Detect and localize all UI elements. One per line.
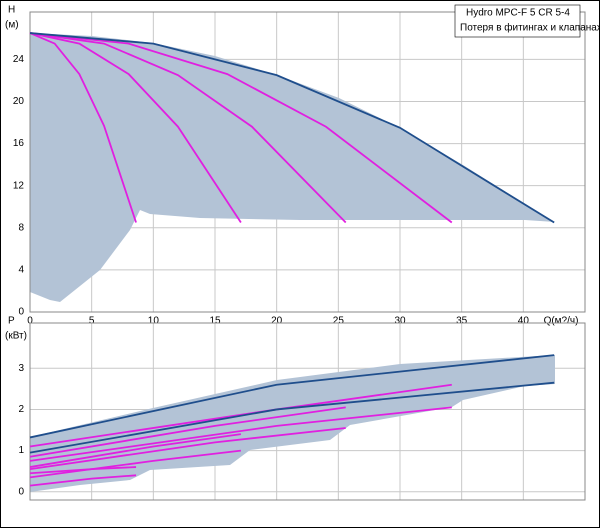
y-tick-label: 4	[18, 265, 24, 276]
y-axis-label: P	[8, 316, 15, 327]
x-tick-label: 5	[89, 316, 95, 327]
plot-frame	[29, 11, 586, 313]
y-axis-label: (м)	[5, 20, 19, 31]
curve	[29, 406, 452, 462]
head-chart: 0 4 8 12 16 20 24 0 5 10 15 20 25 30 35 40 Q(м?/ч) H (м)	[5, 5, 586, 327]
y-tick-label: 2	[18, 404, 24, 415]
x-tick-label: 40	[518, 316, 530, 327]
curve	[29, 32, 555, 224]
power-chart: 0 1 2 3 P (кВт)	[5, 316, 586, 501]
x-tick-label: 20	[271, 316, 283, 327]
legend-title: Hydro MPC-F 5 CR 5-4	[466, 8, 570, 19]
legend-box	[454, 4, 581, 38]
curve	[29, 381, 555, 454]
curve	[29, 427, 346, 471]
curve	[29, 354, 555, 439]
y-tick-label: 16	[13, 138, 25, 149]
curve	[29, 32, 137, 223]
y-tick-label: 0	[18, 486, 24, 497]
y-tick-label: 1	[18, 445, 24, 456]
y-tick-label: 0	[18, 307, 24, 318]
curve	[29, 32, 347, 224]
y-tick-label: 24	[13, 54, 25, 65]
curve	[29, 433, 242, 468]
y-axis-label: (кВт)	[5, 331, 27, 342]
curve	[29, 406, 346, 458]
y-tick-label: 20	[13, 96, 25, 107]
y-tick-label: 8	[18, 222, 24, 233]
curve	[29, 32, 453, 224]
curve	[29, 474, 137, 487]
y-tick-label: 3	[18, 363, 24, 374]
x-tick-label: 25	[333, 316, 345, 327]
x-tick-label: 15	[209, 316, 221, 327]
x-tick-label: 35	[456, 316, 468, 327]
curve	[29, 449, 242, 479]
plot-frame	[29, 322, 586, 501]
legend-note: Потеря в фитингах и клапанах	[460, 22, 600, 34]
x-axis-label: Q(м?/ч)	[544, 316, 579, 327]
x-tick-label: 30	[394, 316, 406, 327]
x-tick-label: 10	[148, 316, 160, 327]
y-axis-label: H	[8, 5, 15, 16]
curve	[29, 32, 242, 224]
x-tick-label: 0	[27, 316, 33, 327]
y-tick-label: 12	[13, 180, 25, 191]
